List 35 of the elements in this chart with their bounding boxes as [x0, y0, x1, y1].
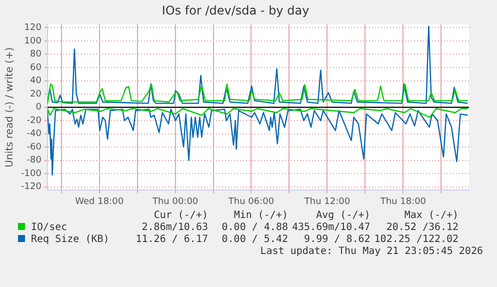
y-tick-label: -40	[26, 129, 42, 140]
x-tick-label: Thu 18:00	[379, 196, 426, 207]
y-tick-label: 120	[24, 23, 42, 34]
y-axis-title: Units read (-) / write (+)	[4, 47, 16, 168]
text: Last update: Thu May 21 23:05:45 2026	[259, 246, 484, 257]
text: 0.00 / 4.88	[220, 222, 288, 234]
x-tick-label: Wed 18:00	[75, 196, 124, 207]
y-tick-label: -120	[20, 182, 42, 192]
text: 9.99 / 8.62	[303, 234, 370, 246]
y-tick-label: -100	[20, 168, 42, 179]
text: Cur (-/+)	[152, 210, 208, 222]
y-tick-label: 0	[36, 102, 42, 113]
text: 0.00 / 5.42	[220, 234, 288, 246]
text: 2.86m/10.63	[140, 222, 208, 234]
x-tick-label: Thu 12:00	[303, 196, 350, 207]
y-tick-label: 60	[30, 62, 42, 73]
x-tick-label: Thu 00:00	[151, 196, 198, 207]
y-tick-label: -80	[26, 156, 42, 166]
text: Max (-/+)	[403, 210, 459, 222]
y-tick-label: -60	[26, 142, 42, 152]
y-tick-label: 40	[30, 76, 42, 86]
y-tick-label: 20	[30, 89, 42, 100]
text: 20.52 /36.12	[385, 222, 459, 234]
y-tick-label: 100	[24, 36, 42, 46]
y-tick-label: -20	[26, 116, 42, 126]
text: 435.69m/10.47	[291, 222, 370, 234]
legend-label: Req Size (KB)	[30, 234, 110, 246]
y-tick-label: 80	[30, 50, 42, 60]
text: Avg (-/+)	[315, 210, 370, 222]
text: Min (-/+)	[232, 210, 288, 222]
text: 102.25 /122.02	[373, 234, 459, 246]
legend-label: IO/sec	[30, 222, 68, 234]
x-tick-label: Thu 06:00	[227, 196, 274, 207]
chart-title: IOs for /dev/sda - by day	[162, 3, 310, 18]
text: 11.26 / 6.17	[134, 234, 208, 246]
